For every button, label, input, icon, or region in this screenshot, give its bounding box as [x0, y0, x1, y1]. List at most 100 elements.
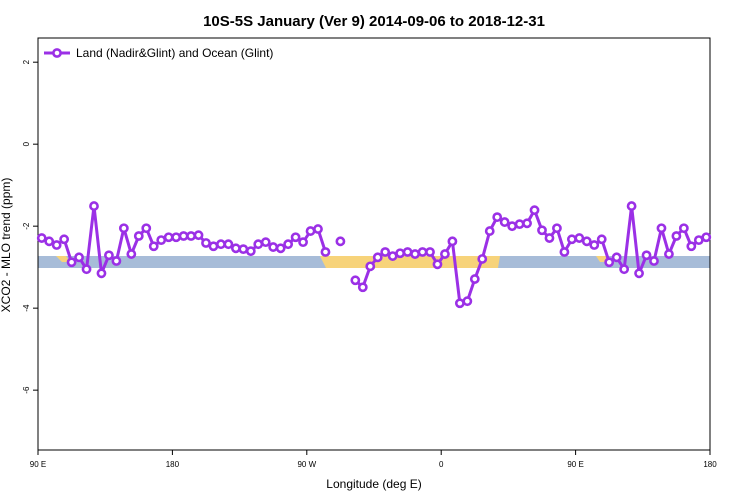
y-axis-label: XCO2 - MLO trend (ppm): [0, 178, 13, 313]
data-point: [626, 201, 637, 211]
data-point: [559, 247, 570, 257]
data-point: [320, 247, 331, 257]
x-tick-label: 180: [166, 460, 180, 469]
chart-title: 10S-5S January (Ver 9) 2014-09-06 to 201…: [203, 13, 545, 30]
data-point: [492, 212, 503, 223]
data-point: [186, 231, 196, 241]
data-point: [425, 247, 435, 257]
data-point: [484, 226, 495, 236]
data-point: [529, 205, 540, 216]
data-point: [201, 238, 211, 248]
data-point: [230, 243, 241, 254]
data-point: [440, 249, 450, 259]
data-point: [537, 225, 547, 236]
data-point: [260, 237, 271, 248]
data-point: [66, 257, 77, 268]
y-tick-label: 0: [22, 141, 31, 146]
y-tick-label: -2: [22, 222, 31, 230]
legend-label: Land (Nadir&Glint) and Ocean (Glint): [76, 46, 273, 60]
data-point: [245, 246, 256, 257]
data-point: [193, 230, 204, 241]
y-tick-label: -4: [22, 304, 31, 312]
data-point: [74, 252, 84, 263]
data-point: [544, 233, 555, 243]
data-point: [462, 296, 473, 307]
data-point: [664, 249, 674, 259]
data-point: [410, 249, 420, 259]
data-point: [372, 252, 383, 263]
land-band: [56, 256, 70, 262]
data-point: [305, 226, 316, 236]
data-point: [499, 217, 510, 227]
data-point: [51, 240, 62, 250]
data-point: [395, 248, 406, 259]
data-point: [574, 233, 585, 243]
data-point: [208, 241, 219, 252]
data-point: [649, 256, 659, 266]
data-point: [469, 274, 480, 284]
data-point: [111, 256, 122, 266]
x-tick-label: 90 E: [567, 460, 583, 469]
data-point: [81, 264, 92, 275]
data-point: [387, 251, 398, 261]
data-point: [178, 231, 189, 241]
data-point: [686, 241, 697, 252]
data-point: [641, 250, 652, 261]
data-point: [656, 223, 667, 234]
land-band: [320, 256, 500, 268]
legend: Land (Nadir&Glint) and Ocean (Glint): [44, 46, 273, 60]
data-point: [432, 259, 443, 270]
x-tick-label: 180: [703, 460, 717, 469]
y-tick-label: 2: [22, 59, 31, 64]
data-point: [171, 232, 182, 243]
data-point: [596, 234, 607, 245]
data-point: [313, 224, 323, 234]
x-tick-label: 90 E: [30, 460, 46, 469]
data-point: [611, 252, 622, 263]
data-point: [118, 223, 129, 234]
data-point: [133, 231, 144, 241]
data-point: [417, 247, 428, 257]
y-tick-label: -6: [22, 386, 31, 394]
data-point: [454, 298, 465, 309]
data-point: [59, 234, 70, 245]
data-point: [477, 254, 488, 264]
data-point: [44, 236, 55, 247]
data-point: [104, 250, 114, 261]
data-point: [238, 244, 249, 255]
data-point: [365, 261, 376, 272]
data-point: [447, 236, 458, 247]
data-point: [357, 282, 368, 293]
data-point: [507, 221, 518, 232]
plot-frame: [37, 37, 711, 451]
data-point: [671, 231, 682, 241]
data-point: [148, 241, 159, 252]
data-point: [283, 239, 294, 250]
data-point: [552, 223, 562, 234]
data-point: [514, 219, 525, 230]
data-point: [126, 249, 137, 259]
data-point: [335, 236, 346, 247]
x-tick-label: 90 W: [297, 460, 316, 469]
data-point: [701, 232, 712, 243]
data-point: [589, 240, 600, 250]
data-point: [216, 239, 226, 250]
legend-marker: [52, 48, 62, 58]
data-point: [522, 218, 532, 229]
data-point: [268, 242, 279, 252]
data-point: [693, 235, 704, 246]
data-point: [402, 247, 413, 257]
data-point: [141, 223, 152, 234]
data-point: [298, 237, 308, 248]
data-point: [89, 201, 99, 211]
data-point: [156, 235, 167, 246]
x-tick-label: 0: [439, 460, 444, 469]
data-point: [634, 268, 644, 279]
data-point: [678, 223, 689, 234]
x-axis-label: Longitude (deg E): [326, 477, 421, 491]
data-point: [619, 264, 630, 275]
data-point: [581, 236, 592, 247]
data-point: [566, 234, 577, 245]
data-point: [253, 239, 264, 250]
